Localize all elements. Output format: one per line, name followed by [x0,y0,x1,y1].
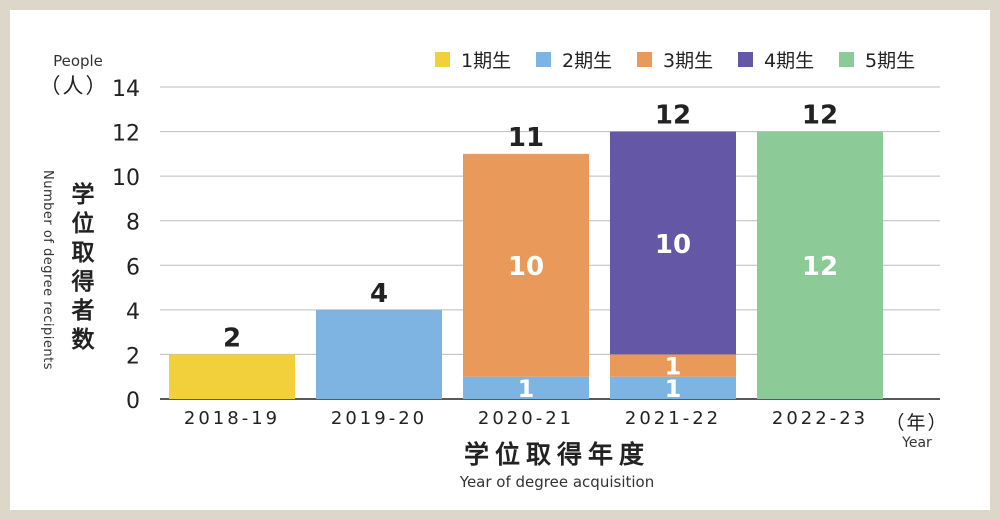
x-axis-en-label: Year of degree acquisition [459,473,654,491]
x-tick-labels: 2018-19 2019-20 2020-21 2021-22 2022-23 [184,408,868,429]
x-tick-label: 2018-19 [184,408,280,429]
bar-total-label: 2 [223,323,241,353]
legend-swatch [536,52,551,67]
y-axis-en-side-label: Number of degree recipients [40,170,55,370]
bar-segment [169,354,295,399]
bar-segment [610,131,736,355]
legend-swatch [839,52,854,67]
bars [169,131,883,400]
y-tick-label: 8 [126,211,140,236]
y-tick-label: 14 [112,77,140,102]
x-axis-jp-label: 学位取得年度 [464,440,650,469]
legend-label: 5期生 [865,50,915,72]
bar-segment [757,131,883,400]
bar-total-label: 11 [508,123,544,153]
y-axis-jp-label: 学位取得者数 [67,181,96,356]
x-tick-label: 2021-22 [625,408,721,429]
y-tick-label: 10 [112,166,140,191]
x-tick-label: 2020-21 [478,408,574,429]
bar-segment [463,376,589,399]
legend-swatch [738,52,753,67]
legend-label: 2期生 [562,50,612,72]
y-axis-unit-label: （人） [40,74,109,98]
y-tick-label: 12 [112,122,140,147]
x-axis-unit-label: （年） [885,412,948,434]
bar-segment [610,354,736,377]
y-axis-en-top-label: People [53,52,103,70]
bar-segment [463,153,589,377]
legend-label: 3期生 [663,50,713,72]
bar-total-label: 12 [655,101,691,131]
y-tick-label: 0 [126,389,140,414]
segment-value-label: 12 [802,252,838,282]
y-tick-labels: 0 2 4 6 8 10 12 14 [112,77,140,414]
x-tick-label: 2022-23 [772,408,868,429]
segment-value-label: 10 [508,252,544,282]
y-tick-label: 6 [126,255,140,280]
bar-segment [610,376,736,399]
y-tick-label: 4 [126,300,140,325]
bar-segment [316,309,442,399]
segment-value-label: 1 [518,375,535,403]
chart-frame: 2 4 1 10 11 1 1 10 12 12 12 0 2 4 6 8 10 12 14 2018-19 201… [10,10,990,510]
legend-label: 1期生 [461,50,511,72]
segment-value-label: 1 [665,353,682,381]
legend-swatch [435,52,450,67]
bar-total-label: 12 [802,101,838,131]
bar-total-label: 4 [370,279,388,309]
legend-swatch [637,52,652,67]
x-tick-label: 2019-20 [331,408,427,429]
segment-value-label: 1 [665,375,682,403]
x-axis-unit-en-label: Year [901,435,932,451]
y-tick-label: 2 [126,344,140,369]
segment-value-label: 10 [655,230,691,260]
legend-label: 4期生 [764,50,814,72]
legend: 1期生 2期生 3期生 4期生 5期生 [435,50,915,72]
